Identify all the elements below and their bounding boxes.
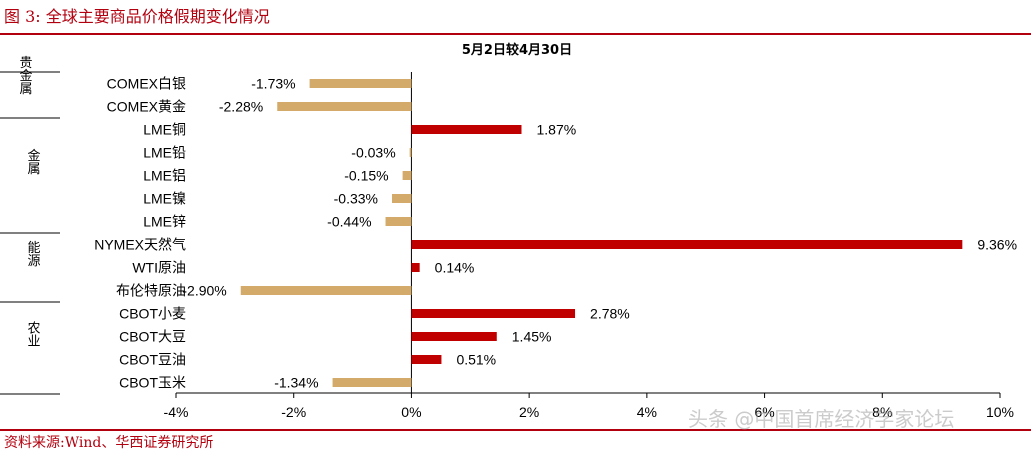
bar	[411, 355, 442, 364]
bar	[411, 125, 522, 134]
group-label: 农业	[25, 321, 41, 347]
bar	[385, 217, 412, 226]
category-label: LME镍	[143, 191, 186, 207]
data-label: 0.51%	[456, 352, 496, 368]
bar	[409, 148, 412, 157]
x-tick-label: -4%	[164, 404, 189, 420]
category-label: LME铅	[143, 145, 186, 161]
x-tick-label: 4%	[637, 404, 657, 420]
category-label: CBOT豆油	[119, 352, 186, 368]
bar	[411, 263, 420, 272]
group-label: 金属	[25, 148, 41, 176]
category-label: WTI原油	[132, 260, 186, 276]
category-label: LME铝	[143, 168, 186, 184]
category-label: COMEX白银	[107, 76, 186, 92]
x-tick-label: 6%	[754, 404, 774, 420]
source-note: 资料来源:Wind、华西证券研究所	[4, 435, 214, 451]
bar	[392, 194, 412, 203]
group-label: 贵金属	[17, 56, 33, 96]
bar	[277, 102, 412, 111]
x-tick-label: -2%	[281, 404, 306, 420]
category-label: LME铜	[143, 122, 186, 138]
bar	[402, 171, 412, 180]
data-label: 1.45%	[512, 329, 552, 345]
data-label: -2.90%	[182, 283, 226, 299]
category-label: COMEX黄金	[107, 99, 186, 115]
x-tick-label: 10%	[986, 404, 1014, 420]
figure-title: 图 3: 全球主要商品价格假期变化情况	[4, 7, 270, 26]
x-tick-label: 8%	[872, 404, 892, 420]
watermark: 头条 @中国首席经济学家论坛	[688, 407, 955, 431]
data-label: -1.73%	[251, 76, 295, 92]
bar	[411, 309, 576, 318]
bottom-rule	[0, 429, 1031, 431]
category-label: 布伦特原油	[116, 283, 186, 299]
bar	[332, 378, 412, 387]
category-label: NYMEX天然气	[94, 237, 186, 253]
x-tick-label: 2%	[519, 404, 539, 420]
bar	[240, 286, 412, 295]
category-label: LME锌	[143, 214, 186, 230]
top-rule	[0, 33, 1031, 35]
bar	[411, 240, 963, 249]
data-label: 1.87%	[536, 122, 576, 138]
category-label: CBOT玉米	[119, 375, 186, 391]
data-label: 9.36%	[977, 237, 1017, 253]
data-label: -2.28%	[219, 99, 263, 115]
data-label: 0.14%	[435, 260, 475, 276]
group-label: 能源	[25, 241, 41, 267]
bar	[411, 332, 497, 341]
data-label: 2.78%	[590, 306, 630, 322]
category-label: CBOT小麦	[119, 306, 186, 322]
data-label: -0.44%	[327, 214, 371, 230]
data-label: -0.03%	[351, 145, 395, 161]
data-label: -0.33%	[334, 191, 378, 207]
category-label: CBOT大豆	[119, 329, 186, 345]
x-tick-label: 0%	[401, 404, 421, 420]
chart-title: 5月2日较4月30日	[462, 42, 572, 58]
data-label: -1.34%	[274, 375, 318, 391]
data-label: -0.15%	[344, 168, 388, 184]
bar	[309, 79, 412, 88]
